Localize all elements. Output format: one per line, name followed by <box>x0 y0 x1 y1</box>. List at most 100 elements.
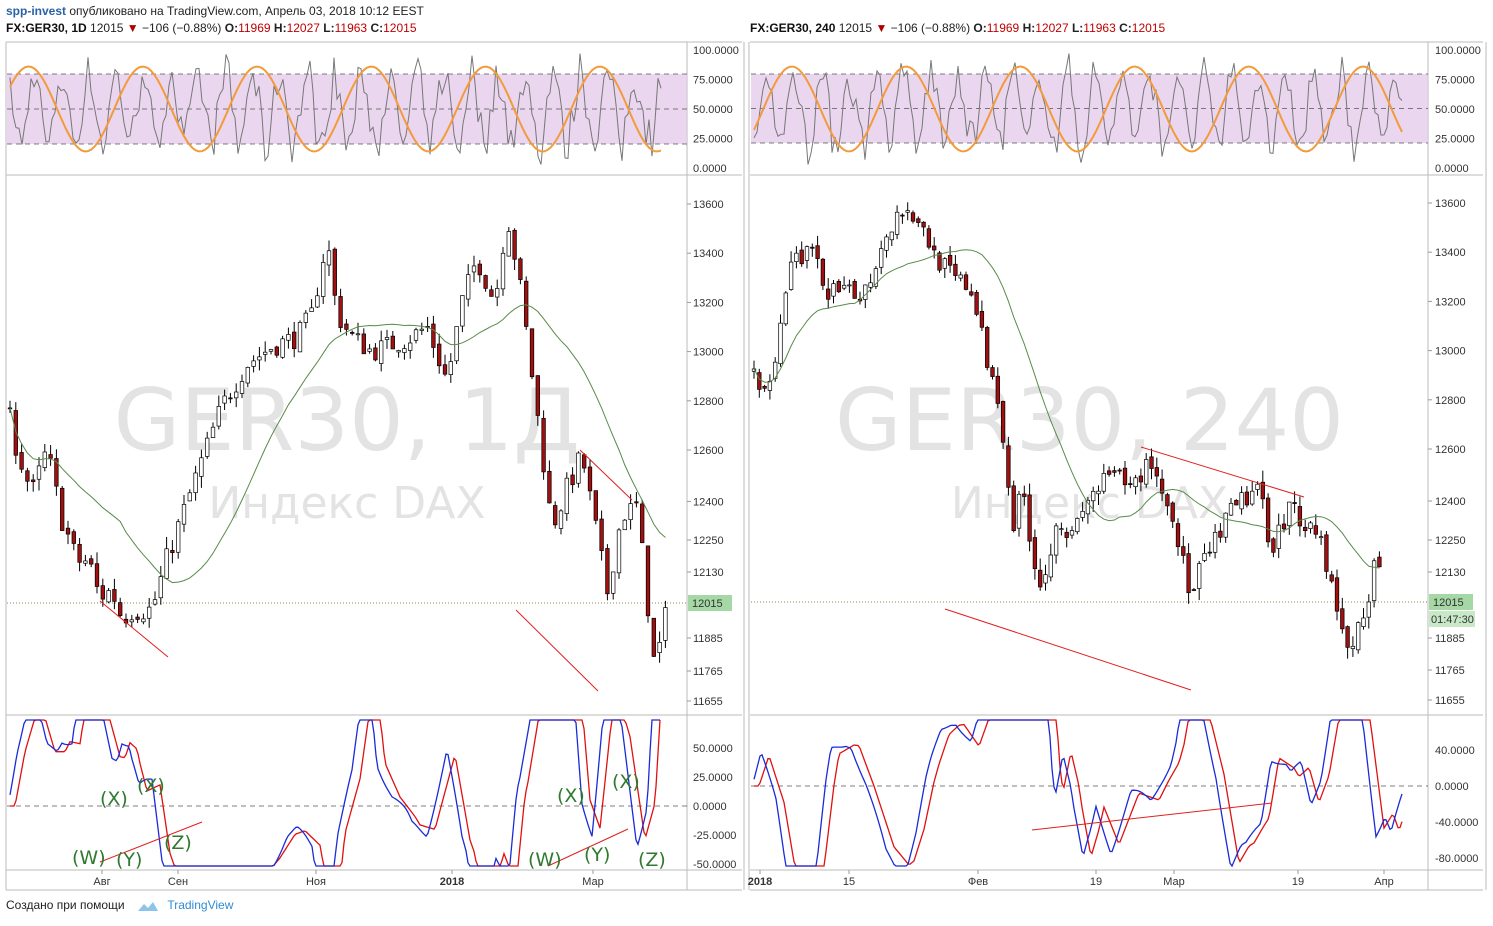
candle-body <box>292 331 297 350</box>
left-candle <box>309 299 314 312</box>
candle-body <box>587 466 593 492</box>
right-candle <box>841 276 847 291</box>
wave-label: (Y) <box>584 844 610 866</box>
left-candle <box>89 555 94 568</box>
left-candle <box>413 327 419 344</box>
candle-body <box>1064 531 1069 538</box>
right-candle <box>969 283 974 297</box>
right-candle <box>1366 594 1371 629</box>
right-candle <box>1340 597 1345 634</box>
left-candle <box>292 321 297 358</box>
left-candle <box>547 460 552 504</box>
left-candle <box>553 501 558 529</box>
candle-body <box>471 265 477 273</box>
candle-body <box>1186 553 1191 594</box>
left-candle <box>210 422 216 438</box>
right-rsi-smooth-line <box>753 65 1403 153</box>
candle-body <box>164 548 169 579</box>
right-candle <box>942 257 947 278</box>
author-link[interactable]: spp-invest <box>6 4 67 18</box>
candle-body <box>170 549 175 553</box>
candle-body <box>916 218 921 223</box>
right-macd-line <box>753 719 1403 868</box>
candle-body <box>593 490 598 521</box>
right-candle <box>1356 621 1361 654</box>
right-candle <box>1313 514 1318 539</box>
left-candle <box>477 260 482 283</box>
left-rsi-tick: 25.0000 <box>693 134 733 146</box>
right-price-tick: 12600 <box>1435 444 1466 456</box>
left-candle <box>616 528 622 579</box>
candle-body <box>564 477 569 514</box>
right-candle <box>1053 522 1059 564</box>
candle-body <box>1159 478 1165 494</box>
left-candle <box>164 536 169 579</box>
right-candle <box>1016 490 1022 537</box>
right-symbol[interactable]: FX:GER30, 240 <box>750 21 836 35</box>
candle-body <box>355 333 361 336</box>
candle-body <box>500 252 506 290</box>
right-candle <box>921 221 926 237</box>
candle-body <box>1308 522 1313 529</box>
candle-body <box>884 236 889 251</box>
right-candle <box>1085 497 1091 524</box>
left-trend-line <box>515 609 599 692</box>
candle-body <box>100 585 105 600</box>
right-candle <box>1276 513 1281 559</box>
left-candle <box>454 326 459 365</box>
left-candle <box>506 227 511 257</box>
left-candle <box>152 591 158 606</box>
left-candle <box>234 383 239 408</box>
right-trend-line <box>1140 446 1305 498</box>
wave-label: (W) <box>72 847 106 869</box>
candle-body <box>657 641 662 653</box>
candle-body <box>1292 502 1297 504</box>
right-candle <box>1377 551 1382 568</box>
left-candle <box>245 366 250 388</box>
left-candle <box>158 565 163 605</box>
candle-body <box>616 529 622 574</box>
right-candle <box>1000 400 1006 449</box>
candle-body <box>54 458 59 487</box>
candle-body <box>942 258 947 269</box>
right-candle <box>1350 636 1356 657</box>
right-rsi-tick: 0.0000 <box>1435 163 1469 175</box>
candle-body <box>926 228 932 248</box>
candle-body <box>448 361 453 375</box>
candle-body <box>622 519 627 531</box>
candle-body <box>506 231 511 257</box>
footer-tradingview-link[interactable]: TradingView <box>167 898 234 912</box>
candle-body <box>1165 494 1170 507</box>
right-candle <box>995 367 1000 409</box>
right-macd-trend <box>1031 802 1273 831</box>
candle-body <box>1175 523 1181 548</box>
candle-body <box>651 617 656 657</box>
candle-body <box>65 527 71 535</box>
left-candle <box>263 341 268 362</box>
left-symbol[interactable]: FX:GER30, 1D <box>6 21 87 35</box>
left-candle <box>25 467 30 492</box>
candle-body <box>1059 528 1064 531</box>
candle-body <box>524 280 529 327</box>
left-candle <box>257 346 262 371</box>
wave-label: (X) <box>557 785 585 807</box>
candle-body <box>826 288 831 300</box>
candle-body <box>1281 523 1287 530</box>
candle-body <box>1202 553 1207 561</box>
candle-body <box>251 360 256 367</box>
left-candle <box>663 600 668 649</box>
left-candle <box>587 459 593 501</box>
left-price-tick: 12600 <box>693 445 724 457</box>
left-last: 12015 <box>90 21 124 35</box>
right-rsi-tick: 75.0000 <box>1435 75 1475 87</box>
candle-body <box>245 367 250 384</box>
left-candle <box>634 492 639 508</box>
left-candle <box>628 494 633 530</box>
candle-body <box>900 214 905 217</box>
candle-body <box>1069 530 1075 536</box>
candle-body <box>873 268 879 287</box>
left-candle <box>48 445 53 466</box>
wave-label: (X) <box>100 788 128 810</box>
left-macd-tick: 25.0000 <box>693 772 733 784</box>
